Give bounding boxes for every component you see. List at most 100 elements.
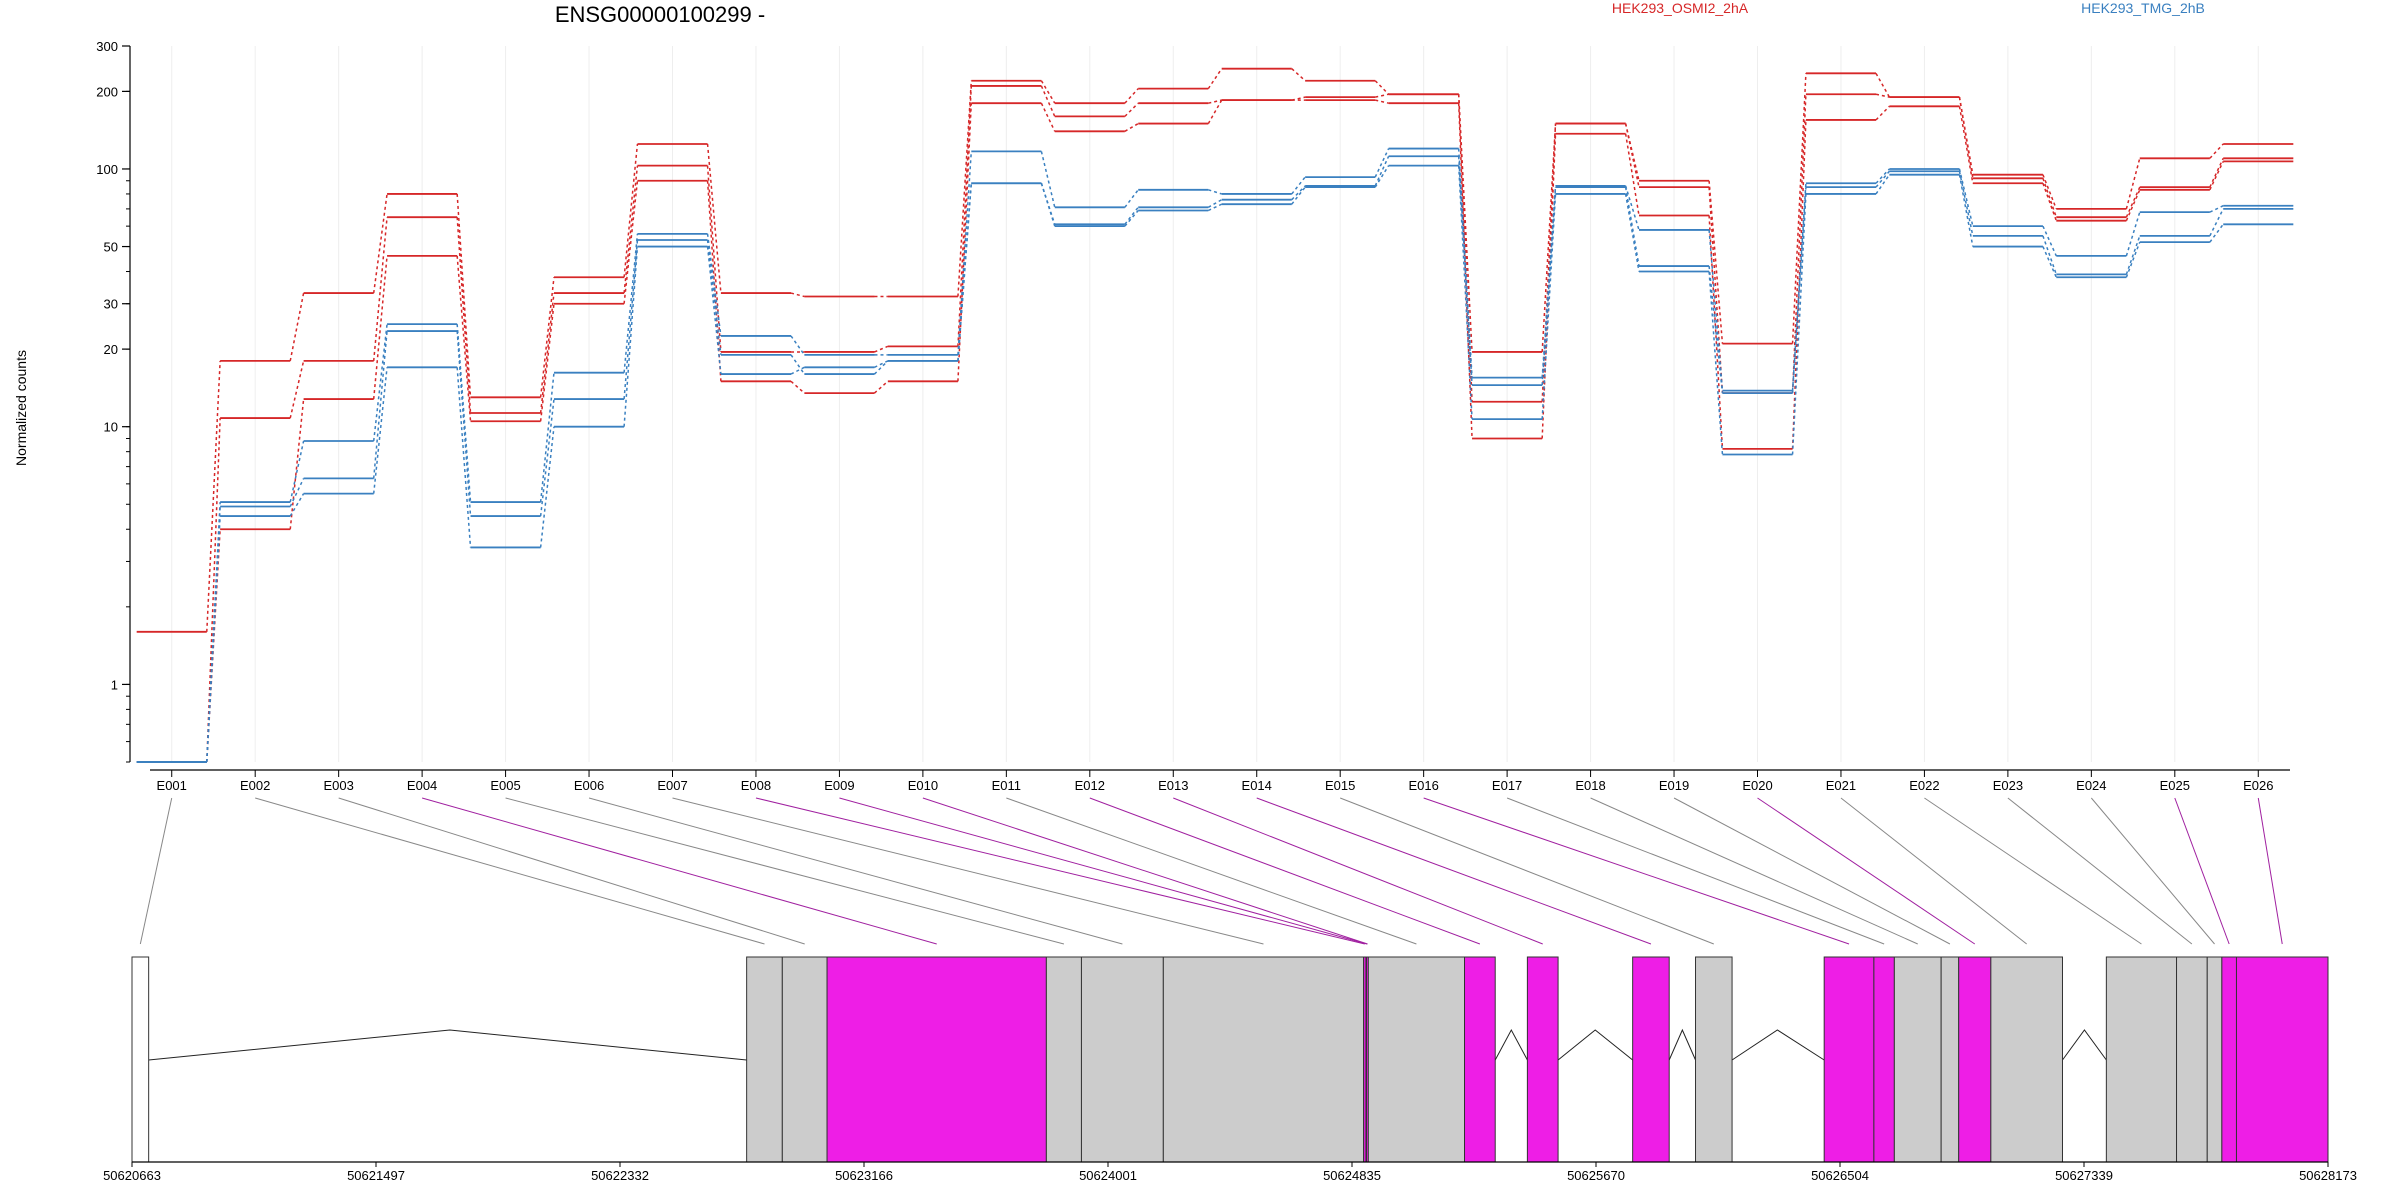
exon-link-E011 [1006, 797, 1417, 945]
series-connector [1375, 93, 1389, 98]
series-connector [372, 324, 388, 442]
exon-link-E017 [1506, 797, 1885, 945]
exon-link-E001 [139, 797, 173, 945]
series-connector [372, 193, 388, 294]
axis-layer: 1 10 20 30 50 100 200 300 [96, 39, 131, 763]
x-tick-label-E026: E026 [2243, 778, 2273, 793]
series-connector [1708, 229, 1724, 391]
exon-link-E009 [839, 797, 1368, 945]
series-connector [1124, 210, 1139, 227]
series-connector [873, 360, 889, 375]
coordinate-label: 50623166 [835, 1168, 893, 1183]
series-connector [1124, 122, 1139, 132]
exon-E017 [1873, 956, 1895, 1163]
series-connector [1207, 99, 1223, 124]
intron-3 [1557, 1029, 1633, 1061]
series-connector [1958, 168, 1974, 227]
coordinate-label: 50620663 [103, 1168, 161, 1183]
series-connector [1374, 80, 1390, 95]
series-connector [873, 380, 889, 394]
series-connector [539, 303, 555, 422]
series-connector [372, 255, 388, 400]
series-connector [289, 478, 305, 507]
series-connector [790, 366, 805, 375]
intron-6 [2062, 1029, 2107, 1061]
series-connector [2042, 246, 2057, 278]
exon-E012 [1464, 956, 1496, 1163]
grid-layer [171, 46, 2259, 762]
x-axis-layer: E001 E002 E003 E004 E005 E006 E007 E008 E009 E010… [150, 769, 2290, 793]
series-connector [2125, 241, 2141, 278]
exon-link-E019 [1673, 797, 1951, 945]
exon-link-layer [139, 797, 2283, 945]
series-connector [790, 292, 805, 298]
coordinate-label: 50624001 [1079, 1168, 1137, 1183]
series-connector [289, 360, 305, 419]
x-tick-label-E012: E012 [1075, 778, 1105, 793]
series-connector [206, 418, 221, 763]
gene-model-layer [131, 956, 2329, 1163]
x-tick-label-E002: E002 [240, 778, 270, 793]
series-connector [957, 151, 973, 355]
series-connector [2209, 161, 2224, 191]
exon-E019 [1940, 956, 1960, 1163]
exon-link-E018 [1590, 797, 1918, 945]
series-connector [1541, 123, 1557, 402]
y-tick-label: 50 [104, 240, 118, 255]
series-connector [623, 239, 639, 400]
exon-E003 [781, 956, 828, 1163]
exon-E002 [746, 956, 783, 1163]
x-tick-label-E013: E013 [1158, 778, 1188, 793]
exon-E013 [1526, 956, 1559, 1163]
series-connector [1624, 133, 1640, 216]
series-HEK293_OSMI2_2hA-0 [136, 67, 2294, 633]
series-connector [1124, 102, 1139, 117]
exon-link-E026 [2257, 797, 2283, 945]
series-connector [1791, 94, 1807, 394]
series-connector [706, 143, 722, 294]
series-connector [1040, 102, 1056, 132]
series-connector [1541, 193, 1557, 420]
series-connector [1875, 93, 1890, 98]
x-tick-label-E009: E009 [824, 778, 854, 793]
exon-link-E015 [1340, 797, 1714, 945]
series-connector [1541, 123, 1557, 352]
series-connector [2042, 174, 2057, 210]
series-connector [1958, 106, 1974, 184]
exon-link-E013 [1173, 797, 1543, 945]
exon-link-E021 [1840, 797, 2027, 945]
exon-link-E022 [1924, 797, 2142, 945]
exon-E021 [1990, 956, 2063, 1163]
intron-2 [1494, 1028, 1528, 1061]
series-connector [1624, 193, 1640, 272]
exon-link-E006 [588, 797, 1123, 945]
series-connector [372, 217, 388, 361]
exon-link-E012 [1089, 797, 1481, 945]
x-tick-label-E020: E020 [1742, 778, 1772, 793]
series-connector [1708, 271, 1724, 455]
series-connector [1208, 189, 1222, 195]
series-connector [1040, 151, 1056, 208]
series-connector [2209, 205, 2224, 213]
series-connector [1207, 199, 1223, 208]
series-connector [1374, 148, 1390, 178]
series-connector [623, 233, 639, 373]
series-connector [539, 372, 555, 503]
series-connector [623, 246, 639, 427]
x-tick-label-E024: E024 [2076, 778, 2106, 793]
series-layer [136, 67, 2294, 763]
x-tick-label-E006: E006 [574, 778, 604, 793]
series-connector [957, 85, 973, 347]
series-connector [790, 354, 805, 375]
series-connector [539, 292, 555, 414]
coordinate-label: 50627339 [2055, 1168, 2113, 1183]
x-tick-label-E003: E003 [323, 778, 353, 793]
intron-5 [1731, 1029, 1825, 1061]
exon-link-E016 [1423, 797, 1850, 945]
exon-E005 [1045, 956, 1082, 1163]
exon-link-E014 [1256, 797, 1652, 945]
series-HEK293_OSMI2_2hA-2 [136, 99, 2294, 763]
series-connector [1375, 99, 1389, 104]
x-tick-label-E022: E022 [1909, 778, 1939, 793]
